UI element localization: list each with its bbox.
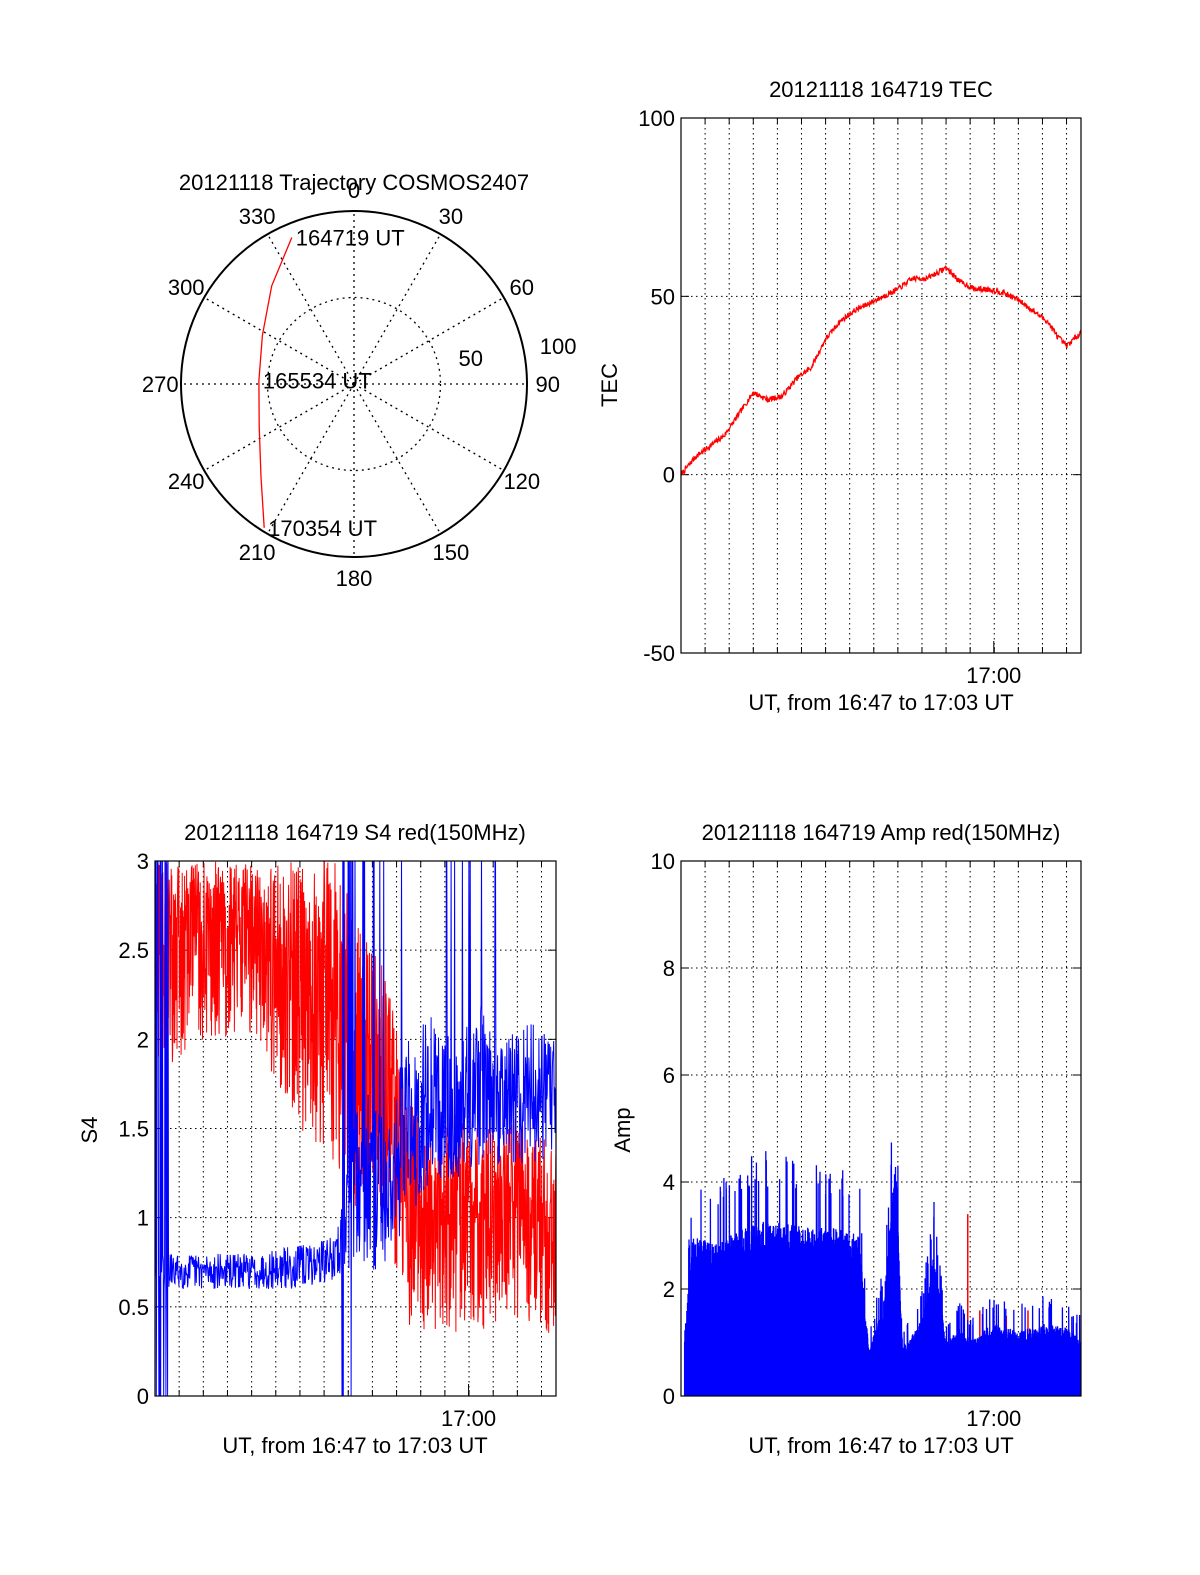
radial-label: 100 — [540, 334, 577, 359]
polar-spoke — [353, 383, 442, 535]
s4-blue-series — [155, 861, 556, 1396]
tec-ylabel: TEC — [597, 363, 622, 407]
trajectory-title: 20121118 Trajectory COSMOS2407 — [179, 170, 529, 195]
polar-spoke — [353, 383, 505, 472]
tec-title: 20121118 164719 TEC — [769, 77, 993, 102]
azimuth-label: 270 — [142, 372, 179, 397]
x-tick-label: 17:00 — [966, 663, 1021, 688]
tec-chart: 20121118 164719 TEC UT, from 16:47 to 17… — [597, 77, 1082, 715]
amp-ylabel: Amp — [610, 1107, 635, 1152]
azimuth-label: 330 — [239, 204, 276, 229]
y-tick-label: 0 — [137, 1384, 149, 1409]
s4-chart: 20121118 164719 S4 red(150MHz) UT, from … — [77, 820, 557, 1458]
polar-outer-ring — [180, 210, 528, 558]
y-tick-label: 50 — [651, 284, 675, 309]
tec-xlabel: UT, from 16:47 to 17:03 UT — [748, 690, 1013, 715]
azimuth-label: 180 — [336, 566, 373, 591]
azimuth-label: 0 — [348, 178, 360, 203]
amp-blue-series — [683, 1142, 1081, 1396]
y-tick-label: 2.5 — [118, 938, 149, 963]
y-tick-label: 0 — [663, 1384, 675, 1409]
tec-series-line — [680, 264, 1082, 477]
azimuth-label: 120 — [503, 469, 540, 494]
y-tick-label: 10 — [651, 849, 675, 874]
amp-title: 20121118 164719 Amp red(150MHz) — [702, 820, 1061, 845]
y-tick-label: 1 — [137, 1206, 149, 1231]
s4-title: 20121118 164719 S4 red(150MHz) — [184, 820, 526, 845]
azimuth-label: 90 — [536, 372, 560, 397]
trajectory-path — [258, 237, 293, 528]
polar-spoke — [353, 296, 505, 385]
azimuth-label: 210 — [239, 540, 276, 565]
y-tick-label: 3 — [137, 849, 149, 874]
y-tick-label: 6 — [663, 1063, 675, 1088]
y-tick-label: 2 — [137, 1027, 149, 1052]
y-tick-label: 0 — [663, 463, 675, 488]
trajectory-time-label: 170354 UT — [268, 516, 377, 541]
trajectory-time-label: 165534 UT — [263, 369, 372, 394]
azimuth-label: 60 — [510, 275, 534, 300]
tec-plot-area: -50 0 50 100 17:00 — [638, 106, 1082, 688]
azimuth-label: 300 — [168, 275, 205, 300]
trajectory-time-label: 164719 UT — [296, 225, 405, 250]
polar-spoke — [266, 233, 355, 385]
trajectory-line — [258, 237, 293, 528]
amp-xlabel: UT, from 16:47 to 17:03 UT — [748, 1433, 1013, 1458]
trajectory-annotations: 164719 UT 165534 UT 170354 UT — [263, 225, 405, 540]
x-tick-label: 17:00 — [441, 1406, 496, 1431]
y-tick-label: 0.5 — [118, 1295, 149, 1320]
y-tick-label: 4 — [663, 1170, 675, 1195]
polar-grid — [180, 210, 528, 558]
polar-spoke — [353, 233, 442, 385]
amp-chart: 20121118 164719 Amp red(150MHz) UT, from… — [610, 820, 1082, 1458]
polar-inner-ring — [266, 296, 442, 472]
amp-plot-area: 0 2 4 6 8 10 17:00 — [651, 849, 1082, 1431]
azimuth-label: 30 — [439, 204, 463, 229]
y-tick-label: 2 — [663, 1277, 675, 1302]
polar-axis-labels: 0 30 60 90 120 150 180 210 240 270 300 330 50 100 — [142, 178, 577, 591]
azimuth-label: 240 — [168, 469, 205, 494]
x-tick-label: 17:00 — [966, 1406, 1021, 1431]
y-tick-label: 1.5 — [118, 1117, 149, 1142]
polar-spoke — [266, 383, 355, 535]
y-tick-label: -50 — [643, 641, 675, 666]
s4-xlabel: UT, from 16:47 to 17:03 UT — [222, 1433, 487, 1458]
plot-frame — [154, 860, 557, 1397]
radial-label: 50 — [459, 346, 483, 371]
plot-frame — [680, 860, 1082, 1397]
s4-ylabel: S4 — [77, 1117, 102, 1144]
y-tick-label: 100 — [638, 106, 675, 131]
polar-spoke — [203, 296, 355, 385]
azimuth-label: 150 — [433, 540, 470, 565]
s4-plot-area: 0 0.5 1 1.5 2 2.5 3 17:00 — [118, 849, 557, 1431]
y-tick-label: 8 — [663, 956, 675, 981]
polar-spoke — [203, 383, 355, 472]
trajectory-polar-chart: 20121118 Trajectory COSMOS2407 0 30 60 90 12… — [142, 170, 577, 591]
plot-frame — [680, 117, 1082, 654]
